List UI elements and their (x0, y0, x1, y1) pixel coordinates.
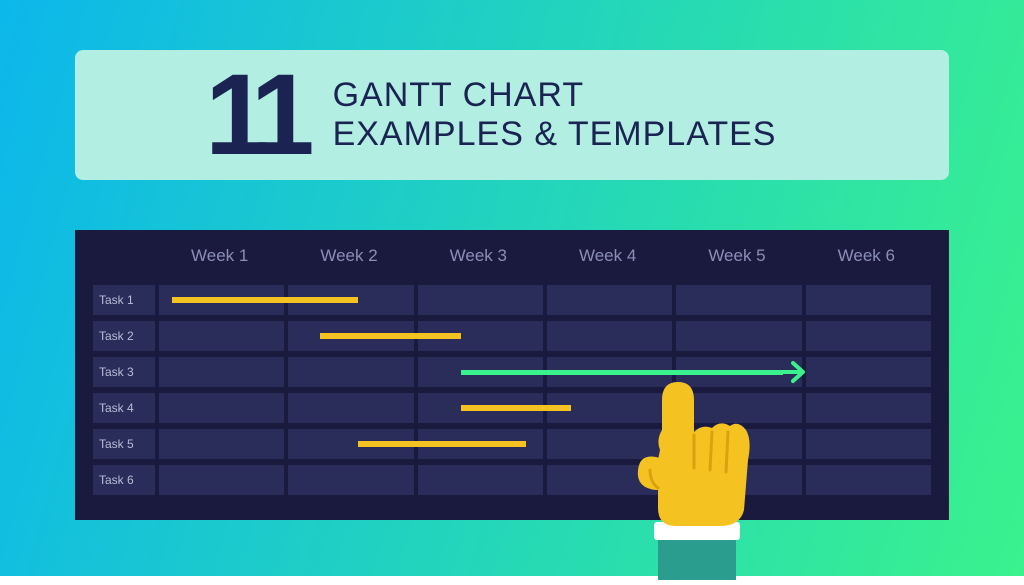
gantt-cell (288, 465, 413, 495)
pointing-hand-icon (600, 360, 780, 585)
title-line2: EXAMPLES & TEMPLATES (333, 115, 777, 154)
gantt-cell (676, 285, 801, 315)
gantt-cell (159, 465, 284, 495)
week-header: Week 4 (543, 244, 672, 282)
gantt-cell (288, 393, 413, 423)
gantt-cell (547, 285, 672, 315)
gantt-row: Task 2 (93, 318, 931, 354)
week-header: Week 3 (414, 244, 543, 282)
week-header: Week 6 (802, 244, 931, 282)
week-header: Week 2 (284, 244, 413, 282)
gantt-cell (806, 429, 931, 459)
gantt-rows: Task 1 Task 2 Task 3 Task 4 Task 5 Task 6 (93, 282, 931, 498)
row-cells (159, 357, 931, 387)
gantt-cell (806, 321, 931, 351)
task-label: Task 4 (93, 393, 155, 423)
gantt-cell (418, 285, 543, 315)
gantt-header: Week 1Week 2Week 3Week 4Week 5Week 6 (93, 244, 931, 282)
gantt-cell (418, 357, 543, 387)
gantt-row: Task 1 (93, 282, 931, 318)
title-number: 11 (205, 58, 303, 173)
row-cells (159, 321, 931, 351)
title-text: GANTT CHART EXAMPLES & TEMPLATES (333, 76, 777, 154)
gantt-cell (288, 321, 413, 351)
gantt-cell (159, 285, 284, 315)
gantt-cell (288, 357, 413, 387)
row-cells (159, 429, 931, 459)
gantt-cell (547, 321, 672, 351)
gantt-cell (159, 429, 284, 459)
gantt-cell (288, 285, 413, 315)
gantt-cell (806, 465, 931, 495)
gantt-cell (806, 357, 931, 387)
header-spacer (93, 244, 155, 282)
gantt-cell (418, 429, 543, 459)
task-label: Task 5 (93, 429, 155, 459)
gantt-cell (676, 321, 801, 351)
task-label: Task 2 (93, 321, 155, 351)
gantt-cell (418, 465, 543, 495)
task-label: Task 3 (93, 357, 155, 387)
gantt-row: Task 5 (93, 426, 931, 462)
row-cells (159, 465, 931, 495)
gantt-cell (159, 357, 284, 387)
row-cells (159, 285, 931, 315)
gantt-row: Task 3 (93, 354, 931, 390)
gantt-row: Task 6 (93, 462, 931, 498)
gantt-cell (418, 321, 543, 351)
week-header: Week 1 (155, 244, 284, 282)
title-card: 11 GANTT CHART EXAMPLES & TEMPLATES (75, 50, 949, 180)
gantt-panel: Week 1Week 2Week 3Week 4Week 5Week 6 Tas… (75, 230, 949, 520)
week-header: Week 5 (672, 244, 801, 282)
gantt-cell (159, 393, 284, 423)
title-line1: GANTT CHART (333, 76, 777, 115)
gantt-row: Task 4 (93, 390, 931, 426)
gantt-cell (806, 285, 931, 315)
gantt-cell (418, 393, 543, 423)
gantt-cell (806, 393, 931, 423)
row-cells (159, 393, 931, 423)
gantt-cell (159, 321, 284, 351)
gantt-cell (288, 429, 413, 459)
task-label: Task 1 (93, 285, 155, 315)
task-label: Task 6 (93, 465, 155, 495)
